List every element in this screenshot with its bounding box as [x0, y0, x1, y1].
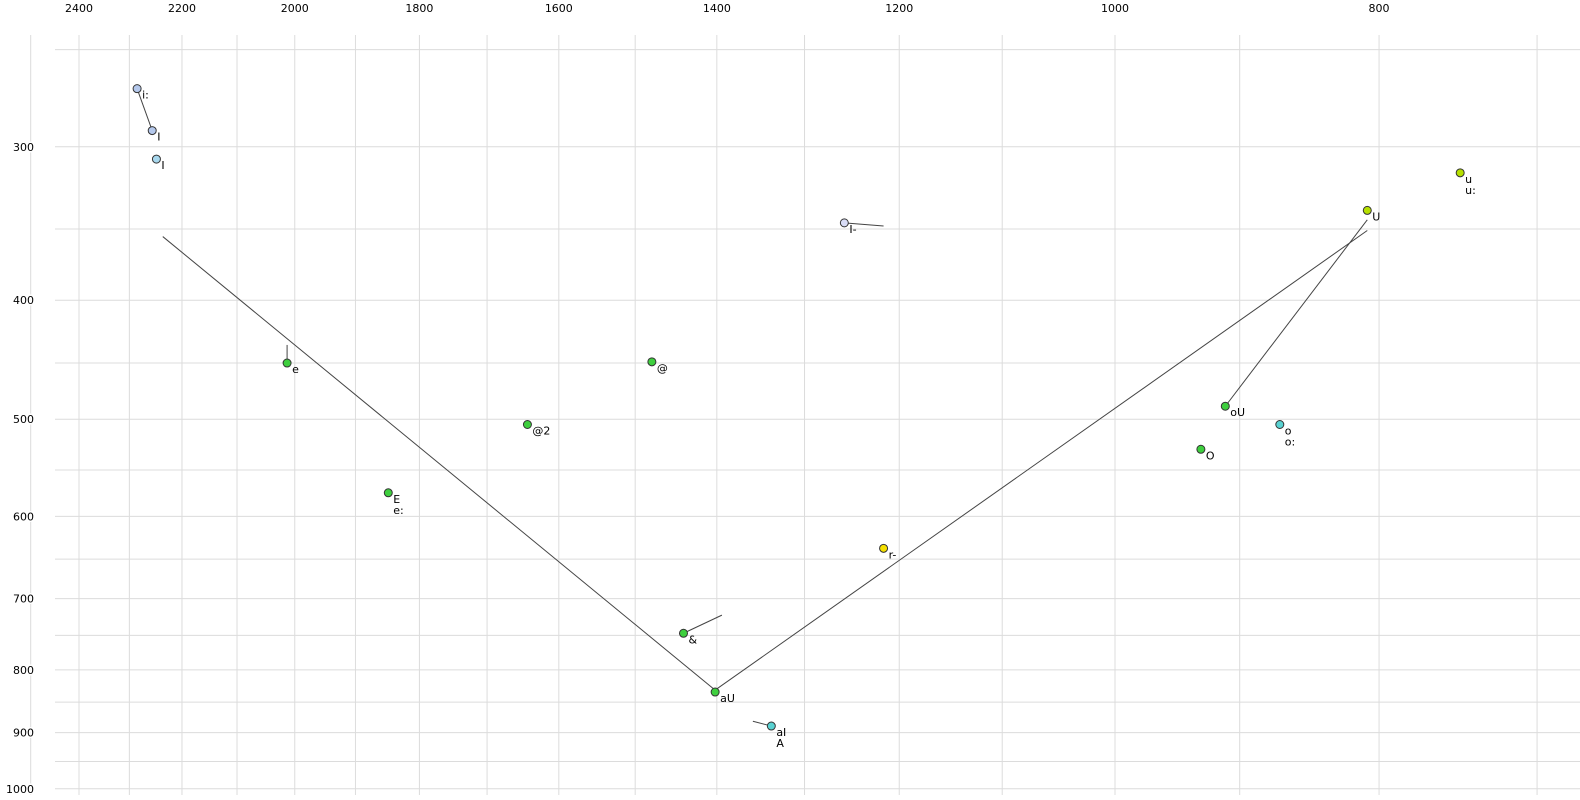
vowel-point-O	[1196, 444, 1206, 454]
vowel-point-label: aI	[776, 726, 786, 739]
vowel-point-u	[1455, 168, 1465, 178]
vowel-point-e	[282, 358, 292, 368]
vowel-point-sublabel: u:	[1465, 184, 1476, 197]
y-axis-tick-label: 300	[13, 141, 34, 154]
vowel-point-r-	[879, 543, 889, 553]
vowel-point-label: E	[393, 493, 400, 506]
y-axis-tick-label: 600	[13, 510, 34, 523]
formant-trajectory-line	[162, 236, 716, 691]
formant-trajectory-line	[683, 614, 723, 634]
x-axis-tick-label: 2200	[168, 2, 196, 15]
x-axis-tick-label: 1000	[1101, 2, 1129, 15]
formant-trajectory-line	[136, 88, 153, 131]
vowel-point-label: u	[1465, 173, 1472, 186]
vowel-point-sublabel: e:	[393, 504, 403, 517]
vowel-point-label: I-	[849, 223, 856, 236]
vowel-point-@2	[522, 420, 532, 430]
x-axis-tick-label: 800	[1369, 2, 1390, 15]
vowel-point-sublabel: o:	[1285, 436, 1295, 449]
vowel-point-i:	[132, 84, 142, 94]
vowel-point-aI	[766, 721, 776, 731]
vowel-point-label: &	[688, 633, 697, 646]
x-axis-tick-label: 1600	[545, 2, 573, 15]
x-axis-tick-label: 1800	[405, 2, 433, 15]
vowel-point-&	[678, 628, 688, 638]
vowel-point-label: e	[292, 363, 299, 376]
vowel-point-label: O	[1206, 449, 1215, 462]
vowel-point-I	[151, 154, 161, 164]
vowel-point-label: oU	[1230, 406, 1245, 419]
vowel-point-I	[147, 126, 157, 136]
formant-trajectory-line	[1224, 219, 1368, 407]
vowel-point-label: U	[1372, 210, 1380, 223]
x-axis-tick-label: 1400	[703, 2, 731, 15]
vowel-point-label: i:	[142, 89, 149, 102]
vowel-point-E	[383, 488, 393, 498]
vowel-point-label: aU	[720, 692, 735, 705]
vowel-point-o	[1275, 420, 1285, 430]
y-axis-tick-label: 900	[13, 727, 34, 740]
vowel-point-I-	[839, 218, 849, 228]
vowel-point-label: I	[161, 159, 164, 172]
formant-trajectory-line	[714, 230, 1368, 691]
vowel-point-sublabel: A	[776, 737, 784, 750]
y-axis-tick-label: 1000	[6, 783, 34, 796]
x-axis-tick-label: 2400	[65, 2, 93, 15]
y-axis-tick-label: 500	[13, 413, 34, 426]
vowel-point-label: @2	[532, 425, 550, 438]
vowel-point-@	[647, 357, 657, 367]
vowel-point-label: o	[1285, 425, 1292, 438]
y-axis-tick-label: 700	[13, 593, 34, 606]
vowel-point-U	[1362, 205, 1372, 215]
vowel-point-label: @	[657, 362, 668, 375]
x-axis-tick-label: 1200	[885, 2, 913, 15]
vowel-point-label: r-	[889, 548, 897, 561]
y-axis-tick-label: 400	[13, 294, 34, 307]
formant-trajectory-line	[844, 222, 884, 227]
vowel-point-aU	[710, 687, 720, 697]
y-axis-tick-label: 800	[13, 664, 34, 677]
vowel-point-label: I	[157, 131, 160, 144]
vowel-point-oU	[1220, 401, 1230, 411]
x-axis-tick-label: 2000	[281, 2, 309, 15]
